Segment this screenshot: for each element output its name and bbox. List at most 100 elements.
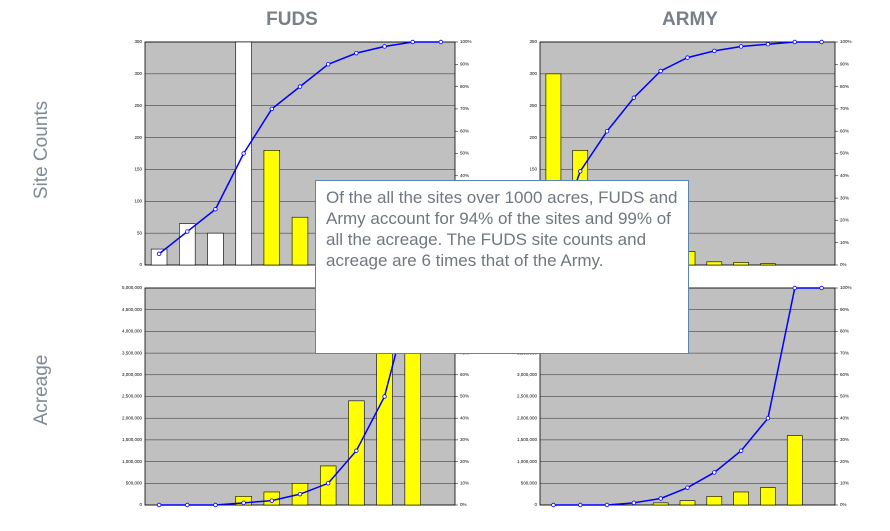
y-tick-label: 2,000,000 [517,415,538,420]
line-marker [792,285,797,291]
bar [733,491,749,506]
y2-tick-label: 90% [460,61,469,66]
column-title: ARMY [662,9,718,30]
line-marker [685,485,690,490]
line-marker [185,502,190,508]
line-marker [325,481,331,486]
y-tick-label: 2,500,000 [122,394,143,399]
bar [376,331,393,506]
y2-tick-label: 100% [840,39,852,44]
y-tick-label: 2,500,000 [517,394,538,399]
y2-tick-label: 70% [840,350,849,355]
y-tick-label: 0 [534,502,537,507]
y2-tick-label: 10% [460,480,469,485]
line-marker [297,84,303,89]
line-marker [765,416,771,421]
y2-tick-label: 0% [840,502,847,507]
bar [706,261,723,266]
y2-tick-label: 10% [840,480,849,485]
line-marker [604,502,610,508]
y-tick-label: 1,500,000 [517,437,538,442]
y-tick-label: 200 [134,135,142,140]
bar [291,216,309,266]
y-tick-label: 150 [529,167,537,172]
y-tick-label: 300 [529,71,537,76]
y2-tick-label: 40% [460,173,469,178]
bar [150,248,168,266]
line-marker [325,62,331,67]
y2-tick-label: 50% [460,151,469,156]
y2-tick-label: 30% [460,437,469,442]
bar [760,487,776,506]
line-marker [658,496,663,501]
y2-tick-label: 70% [460,106,469,111]
row-label: Site Counts [31,101,52,199]
y-tick-label: 300 [134,71,142,76]
y-tick-label: 2,000,000 [122,415,143,420]
y2-tick-label: 50% [840,151,849,156]
y2-tick-label: 60% [840,372,849,377]
line-marker [631,500,637,506]
line-marker [712,48,717,54]
line-marker [156,502,162,508]
line-marker [297,491,303,497]
y2-tick-label: 80% [840,329,849,334]
y2-tick-label: 80% [460,84,469,89]
y-tick-label: 0 [139,502,142,507]
line-marker [269,498,275,503]
y2-tick-label: 100% [840,285,852,290]
y2-tick-label: 70% [840,106,849,111]
line-marker [354,50,359,56]
line-marker [578,169,583,174]
y2-tick-label: 30% [840,195,849,200]
y-tick-label: 250 [529,103,537,108]
column-title: FUDS [266,9,318,30]
y2-tick-label: 80% [840,84,849,89]
y-tick-label: 4,000,000 [122,329,143,334]
line-marker [382,394,387,399]
line-marker [819,285,824,291]
line-marker [213,207,218,212]
y-tick-label: 3,000,000 [517,372,538,377]
y-tick-label: 200 [529,135,537,140]
line-marker [819,39,824,45]
y2-tick-label: 20% [840,459,849,464]
y2-tick-label: 40% [840,415,849,420]
line-marker [213,502,218,508]
bar [786,435,803,506]
y2-tick-label: 90% [840,61,849,66]
y-tick-label: 3,000,000 [122,372,143,377]
y2-tick-label: 50% [460,394,469,399]
line-marker [738,448,744,453]
bar [652,502,669,506]
line-marker [438,39,444,45]
line-marker [792,39,797,45]
line-marker [185,229,190,234]
line-marker [604,128,610,134]
y2-tick-label: 90% [840,307,849,312]
y2-tick-label: 10% [840,240,849,245]
y2-tick-label: 50% [840,394,849,399]
y2-tick-label: 0% [460,502,467,507]
line-marker [551,502,556,508]
line-marker [354,448,359,453]
line-marker [156,251,162,257]
y-tick-label: 4,500,000 [122,307,143,312]
y2-tick-label: 60% [460,128,469,133]
y-tick-label: 1,000,000 [517,459,538,464]
line-marker [382,44,387,49]
y-tick-label: 1,000,000 [122,459,143,464]
bar [706,496,723,506]
bar [760,263,776,266]
y-tick-label: 1,500,000 [122,437,143,442]
bar [733,262,749,266]
y2-tick-label: 60% [840,128,849,133]
y2-tick-label: 40% [460,415,469,420]
y-tick-label: 3,500,000 [122,350,143,355]
line-marker [241,151,246,156]
y2-tick-label: 0% [840,262,847,267]
y2-tick-label: 20% [840,218,849,223]
y-tick-label: 5,000,000 [122,285,143,290]
y2-tick-label: 60% [460,372,469,377]
